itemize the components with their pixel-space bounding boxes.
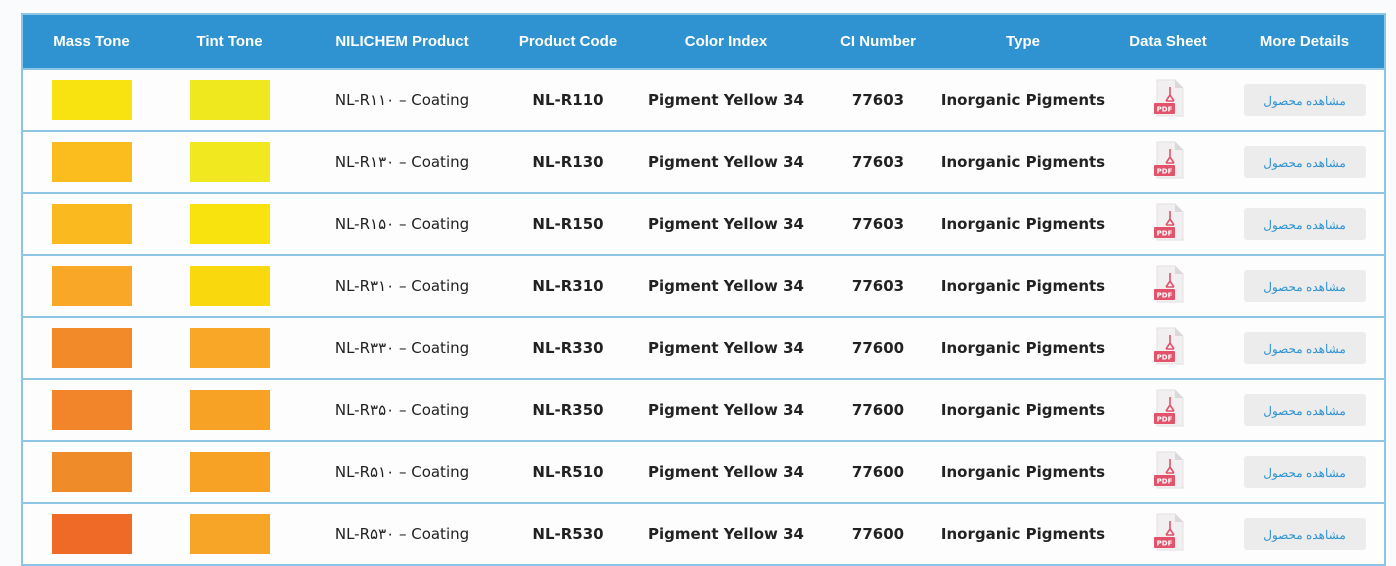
pigment-type: Inorganic Pigments bbox=[940, 215, 1106, 233]
ci-number: 77603 bbox=[851, 215, 905, 233]
header-ci-number: CI Number bbox=[840, 33, 916, 50]
color-index: Pigment Yellow 34 bbox=[648, 277, 804, 295]
tint-tone-swatch bbox=[189, 204, 270, 244]
product-name: NL-R۱۱۰ – Coating bbox=[334, 91, 470, 109]
header-type: Type bbox=[1006, 33, 1040, 50]
mass-tone-swatch bbox=[51, 80, 132, 120]
tint-tone-swatch bbox=[189, 142, 270, 182]
product-name: NL-R۱۳۰ – Coating bbox=[334, 153, 470, 171]
table-row: NL-R۳۳۰ – Coating NL-R330 Pigment Yellow… bbox=[22, 317, 1385, 379]
mass-tone-swatch bbox=[51, 514, 132, 554]
pdf-icon[interactable]: PDF bbox=[1153, 79, 1184, 117]
header-mass-tone: Mass Tone bbox=[53, 33, 130, 50]
pdf-icon[interactable]: PDF bbox=[1153, 265, 1184, 303]
pdf-icon[interactable]: PDF bbox=[1153, 203, 1184, 241]
table-header: Mass Tone Tint Tone NILICHEM Product Pro… bbox=[22, 14, 1385, 69]
ci-number: 77603 bbox=[851, 91, 905, 109]
view-product-button[interactable]: مشاهده محصول bbox=[1243, 270, 1366, 302]
product-name: NL-R۳۳۰ – Coating bbox=[334, 339, 470, 357]
product-name: NL-R۵۳۰ – Coating bbox=[334, 525, 470, 543]
mass-tone-swatch bbox=[51, 204, 132, 244]
mass-tone-swatch bbox=[51, 266, 132, 306]
tint-tone-swatch bbox=[189, 80, 270, 120]
color-index: Pigment Yellow 34 bbox=[648, 153, 804, 171]
ci-number: 77600 bbox=[851, 463, 905, 481]
pigment-type: Inorganic Pigments bbox=[940, 463, 1106, 481]
view-product-button[interactable]: مشاهده محصول bbox=[1243, 146, 1366, 178]
pdf-icon[interactable]: PDF bbox=[1153, 389, 1184, 427]
view-product-button[interactable]: مشاهده محصول bbox=[1243, 332, 1366, 364]
table-row: NL-R۵۳۰ – Coating NL-R530 Pigment Yellow… bbox=[22, 503, 1385, 565]
color-index: Pigment Yellow 34 bbox=[648, 339, 804, 357]
table-row: NL-R۱۱۰ – Coating NL-R110 Pigment Yellow… bbox=[22, 69, 1385, 131]
color-index: Pigment Yellow 34 bbox=[648, 91, 804, 109]
pigment-type: Inorganic Pigments bbox=[940, 525, 1106, 543]
table-row: NL-R۳۵۰ – Coating NL-R350 Pigment Yellow… bbox=[22, 379, 1385, 441]
pigment-type: Inorganic Pigments bbox=[940, 91, 1106, 109]
pigment-type: Inorganic Pigments bbox=[940, 339, 1106, 357]
svg-text:PDF: PDF bbox=[1157, 292, 1173, 300]
product-name: NL-R۳۱۰ – Coating bbox=[334, 277, 470, 295]
svg-text:PDF: PDF bbox=[1157, 540, 1173, 548]
color-index: Pigment Yellow 34 bbox=[648, 525, 804, 543]
svg-text:PDF: PDF bbox=[1157, 230, 1173, 238]
svg-text:PDF: PDF bbox=[1157, 354, 1173, 362]
pigment-type: Inorganic Pigments bbox=[940, 153, 1106, 171]
color-index: Pigment Yellow 34 bbox=[648, 463, 804, 481]
pdf-icon[interactable]: PDF bbox=[1153, 513, 1184, 551]
product-name: NL-R۵۱۰ – Coating bbox=[334, 463, 470, 481]
pdf-icon[interactable]: PDF bbox=[1153, 327, 1184, 365]
svg-text:PDF: PDF bbox=[1157, 106, 1173, 114]
product-code: NL-R310 bbox=[532, 277, 604, 295]
product-code: NL-R150 bbox=[532, 215, 604, 233]
view-product-button[interactable]: مشاهده محصول bbox=[1243, 518, 1366, 550]
pdf-icon[interactable]: PDF bbox=[1153, 141, 1184, 179]
ci-number: 77600 bbox=[851, 401, 905, 419]
header-product: NILICHEM Product bbox=[335, 33, 469, 50]
tint-tone-swatch bbox=[189, 266, 270, 306]
color-index: Pigment Yellow 34 bbox=[648, 401, 804, 419]
product-code: NL-R130 bbox=[532, 153, 604, 171]
table-row: NL-R۵۱۰ – Coating NL-R510 Pigment Yellow… bbox=[22, 441, 1385, 503]
product-name: NL-R۱۵۰ – Coating bbox=[334, 215, 470, 233]
header-data-sheet: Data Sheet bbox=[1129, 33, 1207, 50]
product-code: NL-R510 bbox=[532, 463, 604, 481]
table-row: NL-R۱۵۰ – Coating NL-R150 Pigment Yellow… bbox=[22, 193, 1385, 255]
svg-text:PDF: PDF bbox=[1157, 168, 1173, 176]
pdf-icon[interactable]: PDF bbox=[1153, 451, 1184, 489]
view-product-button[interactable]: مشاهده محصول bbox=[1243, 456, 1366, 488]
product-code: NL-R350 bbox=[532, 401, 604, 419]
mass-tone-swatch bbox=[51, 328, 132, 368]
view-product-button[interactable]: مشاهده محصول bbox=[1243, 84, 1366, 116]
product-code: NL-R330 bbox=[532, 339, 604, 357]
tint-tone-swatch bbox=[189, 390, 270, 430]
product-name: NL-R۳۵۰ – Coating bbox=[334, 401, 470, 419]
product-code: NL-R530 bbox=[532, 525, 604, 543]
header-more-details: More Details bbox=[1259, 33, 1350, 50]
mass-tone-swatch bbox=[51, 390, 132, 430]
ci-number: 77600 bbox=[851, 525, 905, 543]
color-index: Pigment Yellow 34 bbox=[648, 215, 804, 233]
product-code: NL-R110 bbox=[532, 91, 604, 109]
view-product-button[interactable]: مشاهده محصول bbox=[1243, 208, 1366, 240]
ci-number: 77600 bbox=[851, 339, 905, 357]
ci-number: 77603 bbox=[851, 153, 905, 171]
mass-tone-swatch bbox=[51, 452, 132, 492]
svg-text:PDF: PDF bbox=[1157, 478, 1173, 486]
table-row: NL-R۱۳۰ – Coating NL-R130 Pigment Yellow… bbox=[22, 131, 1385, 193]
header-tint-tone: Tint Tone bbox=[196, 33, 263, 50]
ci-number: 77603 bbox=[851, 277, 905, 295]
svg-text:PDF: PDF bbox=[1157, 416, 1173, 424]
view-product-button[interactable]: مشاهده محصول bbox=[1243, 394, 1366, 426]
pigment-type: Inorganic Pigments bbox=[940, 277, 1106, 295]
table-row: NL-R۳۱۰ – Coating NL-R310 Pigment Yellow… bbox=[22, 255, 1385, 317]
header-color-index: Color Index bbox=[684, 33, 768, 50]
tint-tone-swatch bbox=[189, 514, 270, 554]
pigment-type: Inorganic Pigments bbox=[940, 401, 1106, 419]
mass-tone-swatch bbox=[51, 142, 132, 182]
pigment-table: Mass Tone Tint Tone NILICHEM Product Pro… bbox=[21, 13, 1386, 566]
header-product-code: Product Code bbox=[518, 33, 618, 50]
tint-tone-swatch bbox=[189, 452, 270, 492]
tint-tone-swatch bbox=[189, 328, 270, 368]
